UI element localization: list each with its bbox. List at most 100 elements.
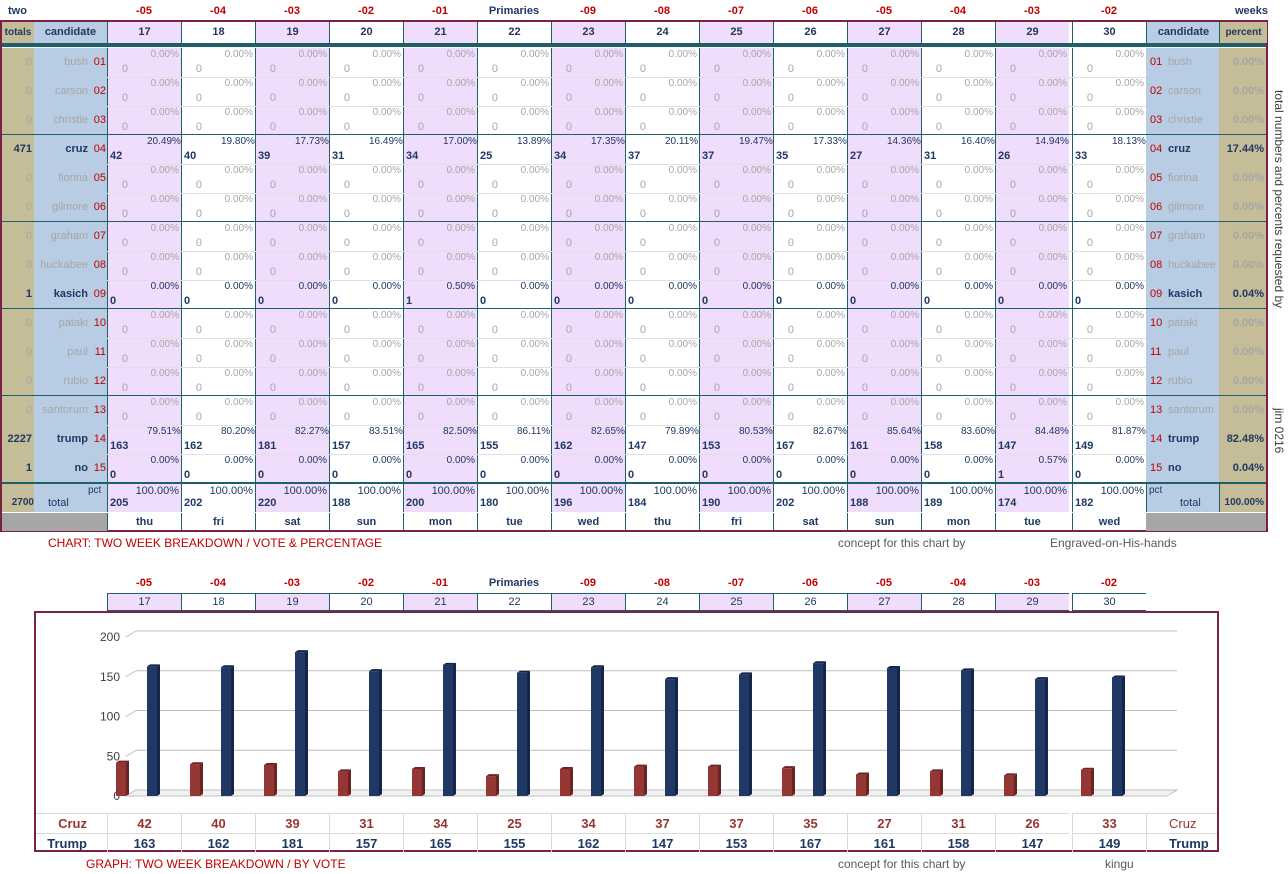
day-votes: 34	[406, 150, 419, 162]
day-votes: 0	[269, 121, 276, 133]
bar-trump	[1035, 679, 1045, 796]
day-percent: 0.00%	[964, 223, 993, 234]
day-percent: 0.00%	[594, 397, 623, 408]
day-percent: 0.00%	[520, 310, 549, 321]
bar-side-trump	[379, 669, 382, 796]
date-header: 27	[847, 22, 921, 43]
day-percent: 0.00%	[1115, 223, 1144, 234]
day-percent: 0.00%	[298, 281, 327, 292]
day-votes: 0	[565, 208, 572, 220]
day-percent: 0.00%	[372, 281, 401, 292]
day-votes: 0	[639, 63, 646, 75]
day-votes: 0	[861, 353, 868, 365]
date-header: 29	[995, 22, 1069, 43]
day-percent: 0.00%	[150, 107, 179, 118]
day-percent: 0.00%	[224, 49, 253, 60]
total-label-cell	[34, 484, 107, 512]
day-percent: 16.49%	[369, 136, 403, 147]
day-votes: 0	[713, 92, 720, 104]
day-percent: 0.00%	[372, 339, 401, 350]
day-percent: 0.00%	[520, 397, 549, 408]
day-votes: 0	[1009, 324, 1016, 336]
daily-total-percent: 100.00%	[505, 485, 549, 497]
day-percent: 0.00%	[150, 78, 179, 89]
weekday: fri	[181, 513, 255, 531]
series-value: 167	[773, 833, 847, 853]
candidate-total: 0	[25, 56, 32, 68]
day-column-bg	[477, 48, 551, 483]
daily-total-cell	[847, 484, 921, 512]
candidate-number: 09	[93, 288, 106, 300]
day-column-bg	[255, 48, 329, 483]
day-percent: 0.00%	[150, 252, 179, 263]
day-percent: 0.00%	[964, 49, 993, 60]
table-frame	[0, 20, 1268, 532]
day-percent: 0.00%	[816, 339, 845, 350]
day-percent: 0.00%	[372, 165, 401, 176]
day-votes: 0	[121, 63, 128, 75]
bar-side-cruz	[126, 760, 129, 796]
day-percent: 0.00%	[742, 310, 771, 321]
bar-cruz	[1004, 775, 1014, 796]
day-percent: 0.00%	[594, 78, 623, 89]
day-votes: 0	[1075, 469, 1082, 481]
day-votes: 0	[565, 179, 572, 191]
day-percent: 0.00%	[1115, 455, 1144, 466]
series-value: 153	[699, 833, 773, 853]
day-percent: 0.00%	[372, 368, 401, 379]
day-percent: 0.00%	[1038, 49, 1067, 60]
candidate-percent: 0.00%	[1232, 56, 1264, 68]
bar-top-trump	[517, 670, 530, 673]
day-votes: 0	[269, 179, 276, 191]
candidate-percent: 0.00%	[1232, 114, 1264, 126]
day-votes: 0	[713, 63, 720, 75]
day-votes: 0	[269, 353, 276, 365]
day-votes: 0	[343, 382, 350, 394]
day-percent: 0.00%	[150, 397, 179, 408]
bar-side-trump	[1122, 675, 1125, 796]
day-votes: 0	[491, 266, 498, 278]
day-percent: 0.00%	[446, 194, 475, 205]
series-value: 157	[329, 833, 403, 853]
day-percent: 0.00%	[816, 49, 845, 60]
bar-side-trump	[527, 670, 530, 796]
day-percent: 14.94%	[1035, 136, 1069, 147]
day-percent: 0.00%	[520, 252, 549, 263]
day-column-bg	[551, 48, 625, 483]
day-percent: 0.00%	[816, 194, 845, 205]
bar-side-trump	[897, 666, 900, 796]
bar-top-cruz	[1004, 773, 1017, 776]
candidate-number-right: 11	[1150, 346, 1162, 358]
day-votes: 0	[1086, 266, 1093, 278]
day-votes: 0	[269, 208, 276, 220]
day-votes: 31	[332, 150, 345, 162]
day-votes: 0	[787, 411, 794, 423]
day-votes: 0	[565, 353, 572, 365]
day-votes: 0	[787, 353, 794, 365]
candidate-total: 0	[25, 404, 32, 416]
day-percent: 0.00%	[1115, 368, 1144, 379]
day-percent: 0.00%	[1038, 107, 1067, 118]
day-votes: 0	[935, 324, 942, 336]
day-percent: 16.40%	[961, 136, 995, 147]
day-votes: 0	[1009, 121, 1016, 133]
day-column-bg	[403, 48, 477, 483]
day-votes: 0	[417, 237, 424, 249]
candidate-name-right: kasich	[1168, 288, 1203, 300]
day-percent: 0.00%	[742, 49, 771, 60]
day-votes: 0	[713, 121, 720, 133]
bar-cruz	[1081, 769, 1091, 796]
graph-date: 26	[773, 593, 847, 611]
day-percent: 0.57%	[1038, 455, 1067, 466]
candidate-name: huckabee	[40, 259, 88, 271]
day-column-bg	[847, 48, 921, 483]
day-votes: 0	[195, 63, 202, 75]
bar-cruz	[782, 768, 792, 796]
candidate-total: 1	[25, 288, 32, 300]
day-votes: 0	[195, 353, 202, 365]
day-offset: -01	[432, 5, 448, 17]
day-percent: 0.00%	[816, 223, 845, 234]
two-label: two	[8, 5, 27, 17]
bar-top-cruz	[486, 774, 499, 777]
bar-side-cruz	[718, 764, 721, 796]
